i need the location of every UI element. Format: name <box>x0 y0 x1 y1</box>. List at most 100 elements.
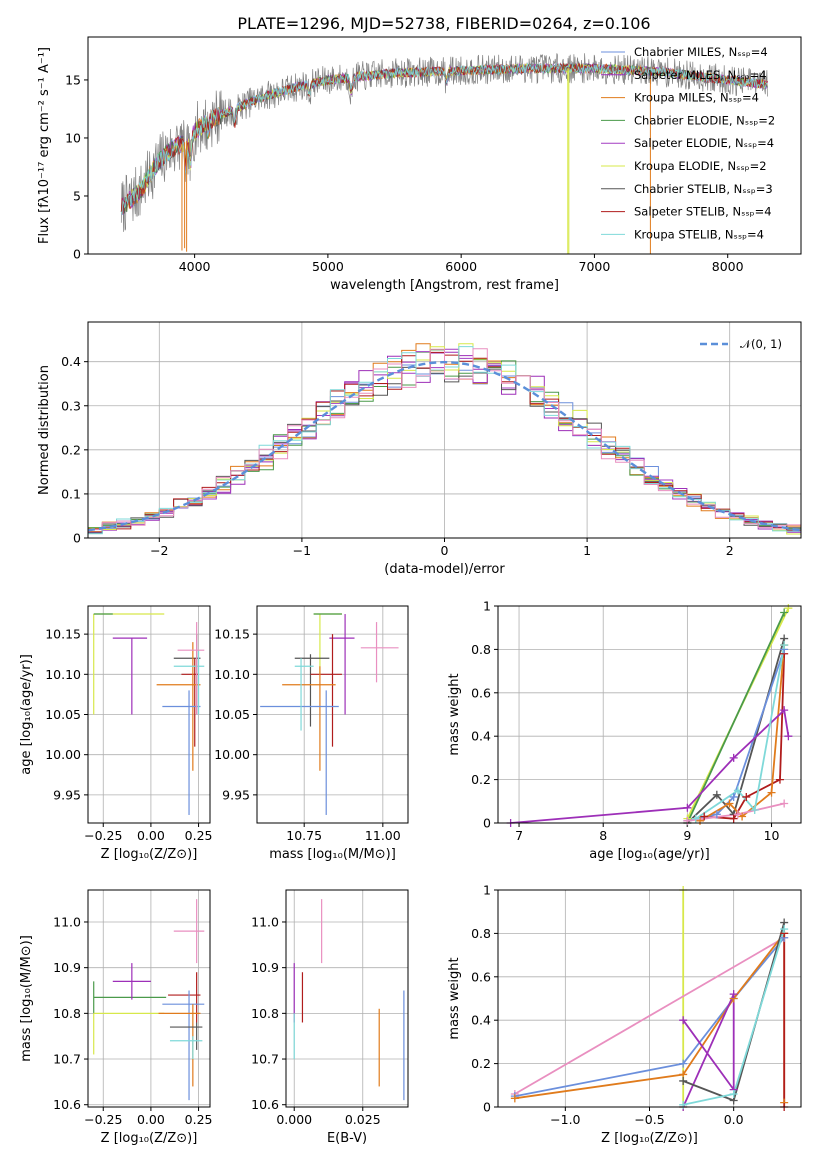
panel-mass-vs-Z: −0.25 0.00 0.25 10.6 10.7 10.8 10.9 11.0 Z [log₁… <box>19 889 213 1146</box>
x-tick-label: 8 <box>599 828 607 843</box>
series-marker <box>679 1059 688 1068</box>
x-tick-label: 2 <box>726 543 734 558</box>
y-tick-label: 11.0 <box>53 914 81 929</box>
y-tick-label: 10.10 <box>214 667 250 682</box>
series-marker <box>725 799 734 808</box>
y-tick-label: 0.6 <box>471 969 491 984</box>
axes-frame <box>87 321 802 539</box>
y-tick-label: 10.9 <box>251 960 279 975</box>
legend-entry: 𝒩(0, 1) <box>740 337 782 351</box>
plot-area-mass-vs-EBV <box>293 899 405 1101</box>
y-tick-label: 10.10 <box>45 667 81 682</box>
y-axis-label: age [log₁₀(age/yr)] <box>19 654 34 775</box>
series-marker <box>780 641 789 650</box>
plot-area-age-vs-mass <box>260 613 399 815</box>
spectrum-model-kroupa-stelib <box>120 62 768 215</box>
y-axis-label: Flux [fλ10⁻¹⁷ erg cm⁻² s⁻¹ A⁻¹] <box>37 47 52 244</box>
series-marker <box>510 1094 519 1103</box>
y-tick-label: 5 <box>73 188 81 203</box>
y-tick-label: 10.15 <box>214 627 250 642</box>
x-axis-label: mass [log₁₀(M/M⊙)] <box>269 847 396 862</box>
y-tick-label: 15 <box>65 72 81 87</box>
y-tick-label: 0.2 <box>471 772 491 787</box>
series-marker <box>780 925 789 934</box>
y-tick-label: 11.0 <box>251 914 279 929</box>
series-marker <box>750 805 759 814</box>
series-marker <box>712 810 721 819</box>
y-tick-label: 0.4 <box>471 729 491 744</box>
series-marker <box>729 990 738 999</box>
plot-area-mass-weight-vs-age <box>510 607 790 823</box>
y-axis-label: mass [log₁₀(M/M⊙)] <box>19 935 34 1062</box>
plot-area-mass-vs-Z <box>93 899 205 1101</box>
legend-entry: Salpeter ELODIE, Nₛₛₚ=4 <box>634 136 774 150</box>
spectrum-legend: Chabrier MILES, Nₛₛₚ=4 Salpeter MILES, Nₛ… <box>601 45 775 241</box>
y-tick-label: 0.8 <box>471 642 491 657</box>
series-marker <box>729 792 738 801</box>
x-tick-label: 1 <box>583 543 591 558</box>
series-marker <box>729 814 738 823</box>
series-marker <box>780 706 789 715</box>
series-marker <box>729 1089 738 1098</box>
x-axis-label: wavelength [Angstrom, rest frame] <box>330 278 559 293</box>
series-marker <box>683 803 692 812</box>
y-axis-label: mass weight <box>447 957 462 1039</box>
x-tick-label: 0.25 <box>185 1112 213 1127</box>
x-tick-label: 7000 <box>579 259 611 274</box>
x-tick-label: 0.000 <box>276 1112 312 1127</box>
series-marker <box>700 812 709 821</box>
y-tick-label: 0 <box>483 816 491 831</box>
x-tick-label: 0.00 <box>137 1112 165 1127</box>
panel-age-vs-mass: 10.75 11.00 9.95 10.00 10.05 10.10 10.15 mass [… <box>214 605 409 862</box>
y-tick-label: 0 <box>73 531 81 546</box>
residuals-legend: 𝒩(0, 1) <box>700 337 782 351</box>
x-tick-label: 11.00 <box>365 828 401 843</box>
plot-area-age-vs-Z <box>93 613 205 815</box>
y-tick-label: 9.95 <box>222 787 250 802</box>
y-tick-label: 0.1 <box>61 486 81 501</box>
y-tick-label: 10.05 <box>45 707 81 722</box>
y-tick-label: 1 <box>483 883 491 898</box>
y-tick-label: 0.8 <box>471 926 491 941</box>
series-marker <box>679 1016 688 1025</box>
legend-entry: Chabrier ELODIE, Nₛₛₚ=2 <box>634 113 775 127</box>
y-tick-label: 0 <box>483 1100 491 1115</box>
series-line <box>682 993 735 1107</box>
legend-entry: Salpeter STELIB, Nₛₛₚ=4 <box>634 205 772 219</box>
y-tick-label: 0.6 <box>471 685 491 700</box>
normal-curve <box>88 360 801 532</box>
y-tick-label: 10.00 <box>45 747 81 762</box>
x-tick-label: 0 <box>441 543 449 558</box>
grid-mass-vs-EBV <box>286 890 408 1107</box>
y-axis-label: mass weight <box>447 673 462 755</box>
y-axis-label: Normed distribution <box>37 365 52 495</box>
x-tick-label: 6000 <box>445 259 477 274</box>
y-tick-label: 10.6 <box>251 1097 279 1112</box>
x-tick-label: 8000 <box>712 259 744 274</box>
x-tick-label: 0.00 <box>137 828 165 843</box>
panel-residuals: −2 −1 0 1 2 0 0.1 0.2 0.3 0.4 (data-model)/error No… <box>37 321 802 577</box>
x-axis-label: (data-model)/error <box>384 562 505 577</box>
series-line <box>514 936 785 1095</box>
grid-age-vs-Z <box>88 606 210 823</box>
legend-entry: Kroupa MILES, Nₛₛₚ=4 <box>634 91 759 105</box>
x-tick-label: 7 <box>515 828 523 843</box>
axes-frame <box>87 605 211 824</box>
y-tick-label: 10.15 <box>45 627 81 642</box>
series-marker <box>767 788 776 797</box>
series-marker <box>738 812 747 821</box>
figure-title: PLATE=1296, MJD=52738, FIBERID=0264, z=0… <box>237 14 650 33</box>
axes-frame <box>87 889 211 1108</box>
y-tick-label: 10.6 <box>53 1097 81 1112</box>
series-marker <box>742 792 751 801</box>
series-line <box>514 937 785 1098</box>
legend-entry: Kroupa ELODIE, Nₛₛₚ=2 <box>634 159 767 173</box>
axes-frame <box>497 889 802 1108</box>
x-axis-label: E(B-V) <box>327 1131 367 1146</box>
x-tick-label: 9 <box>683 828 691 843</box>
grid-mass-weight-vs-Z <box>498 889 801 1108</box>
plot-area-spectrum <box>120 53 768 254</box>
series-marker <box>784 604 793 613</box>
x-tick-label: −0.5 <box>634 1112 664 1127</box>
